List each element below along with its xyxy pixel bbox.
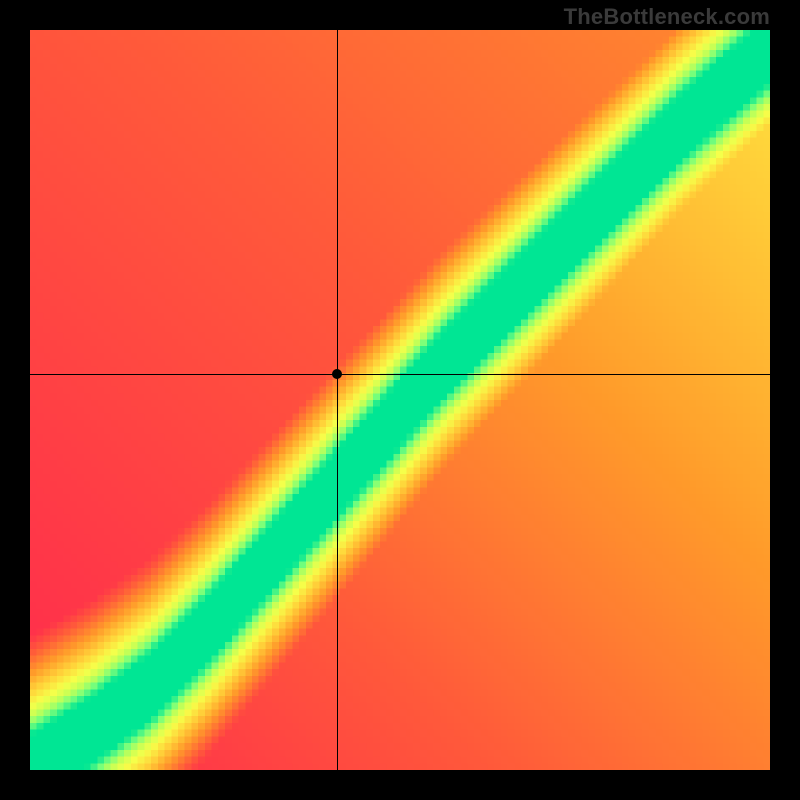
plot-area — [30, 30, 770, 770]
watermark-text: TheBottleneck.com — [564, 4, 770, 30]
heatmap-canvas — [30, 30, 770, 770]
chart-frame: TheBottleneck.com — [0, 0, 800, 800]
